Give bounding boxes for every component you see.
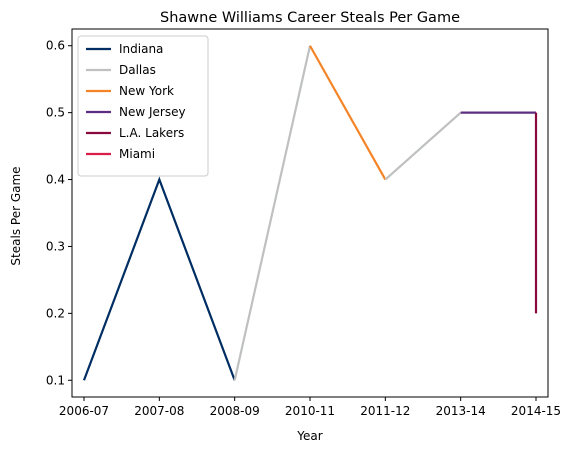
axes-layer: 2006-07 2007-08 2008-09 2010-11 2011-12 2013-… [46, 28, 561, 418]
y-tick-label-3: 0.4 [46, 173, 65, 187]
y-tick-label-1: 0.2 [46, 306, 65, 320]
y-tick-label-5: 0.6 [46, 39, 65, 53]
series-line-new-york-2 [309, 45, 387, 181]
legend-label-1: Dallas [119, 63, 156, 77]
series-layer [82, 45, 538, 381]
series-line-dallas-3 [384, 111, 462, 181]
x-axis-label: Year [296, 429, 322, 443]
y-axis-label: Steals Per Game [9, 166, 23, 265]
x-tick-label-2: 2008-09 [210, 404, 260, 418]
legend-label-4: L.A. Lakers [119, 126, 184, 140]
legend-label-3: New Jersey [119, 105, 186, 119]
y-tick-label-4: 0.5 [46, 106, 65, 120]
legend: Indiana Dallas New York New Jersey L.A. Lake… [77, 35, 209, 177]
series-line-dallas-1 [233, 45, 312, 381]
legend-label-0: Indiana [119, 42, 163, 56]
chart-title: Shawne Williams Career Steals Per Game [160, 10, 460, 26]
y-tick-label-0: 0.1 [46, 373, 65, 387]
x-tick-label-3: 2010-11 [285, 404, 335, 418]
legend-label-2: New York [119, 84, 174, 98]
series-line-indiana-0 [82, 176, 236, 381]
x-tick-label-5: 2013-14 [436, 404, 486, 418]
x-tick-label-1: 2007-08 [134, 404, 184, 418]
y-tick-label-2: 0.3 [46, 239, 65, 253]
x-tick-label-4: 2011-12 [360, 404, 410, 418]
x-tick-label-6: 2014-15 [511, 404, 561, 418]
x-tick-label-0: 2006-07 [59, 404, 109, 418]
legend-label-5: Miami [119, 147, 155, 161]
